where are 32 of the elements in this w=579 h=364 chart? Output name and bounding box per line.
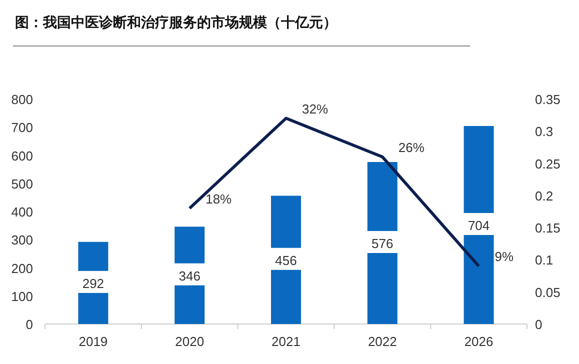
y2-tick-label: 0.35	[535, 92, 560, 107]
y2-tick-label: 0.15	[535, 220, 560, 236]
y-tick-label: 0	[26, 317, 33, 332]
y-tick-label: 600	[11, 148, 33, 164]
data-label: 346	[178, 268, 200, 284]
x-tick-label: 2026	[464, 334, 494, 349]
y2-tick-label: 0.05	[535, 284, 560, 300]
data-label: 292	[82, 276, 104, 291]
data-label: 32%	[302, 101, 328, 116]
x-tick-label: 2021	[272, 334, 300, 349]
y2-tick-label: 0.1	[535, 252, 554, 268]
x-tick-label: 2022	[368, 334, 397, 349]
data-label: 9%	[494, 249, 514, 264]
data-label: 704	[468, 218, 490, 233]
title: 图：我国中医诊断和治疗服务的市场规模（十亿元）	[15, 14, 337, 30]
y-tick-label: 500	[11, 176, 33, 192]
y2-tick-label: 0.25	[535, 156, 560, 172]
x-tick-label: 2019	[78, 334, 108, 349]
y-tick-label: 800	[11, 92, 33, 107]
y2-tick-label: 0	[535, 317, 542, 332]
y2-tick-label: 0.3	[535, 124, 554, 140]
data-label: 576	[372, 236, 394, 251]
y-tick-label: 300	[11, 232, 33, 248]
y-tick-label: 100	[11, 288, 33, 304]
y-tick-label: 700	[11, 120, 33, 136]
data-label: 456	[275, 252, 297, 268]
y2-tick-label: 0.2	[535, 188, 554, 204]
data-label: 18%	[206, 191, 232, 206]
y-tick-label: 400	[11, 204, 33, 220]
x-tick-label: 2020	[175, 334, 204, 349]
y-tick-label: 200	[11, 260, 33, 276]
data-label: 26%	[398, 140, 425, 155]
